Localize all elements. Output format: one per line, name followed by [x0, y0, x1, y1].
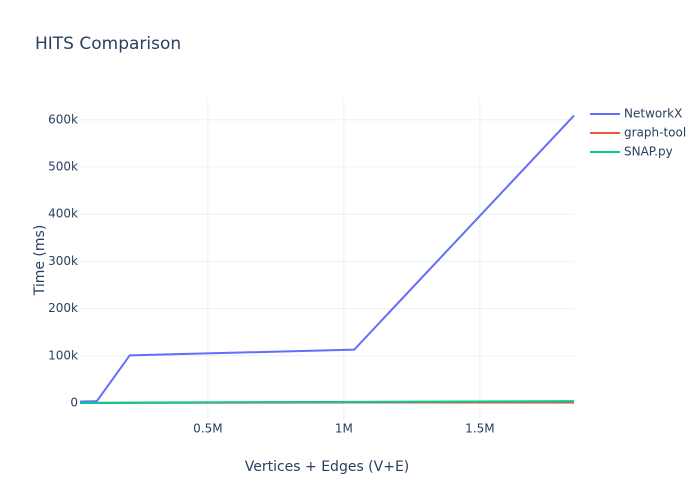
- line: [79, 400, 575, 404]
- x-tick-label: 1M: [335, 422, 353, 436]
- legend-label: graph-tool: [624, 126, 686, 140]
- x-axis-label: Vertices + Edges (V+E): [245, 459, 410, 475]
- legend-label: SNAP.py: [624, 145, 673, 159]
- y-tick-label: 500k: [48, 160, 78, 174]
- y-tick-label: 0: [70, 396, 78, 410]
- x-tick-label: 0.5M: [193, 422, 222, 436]
- y-tick-label: 400k: [48, 207, 78, 221]
- y-axis-label: Time (ms): [32, 225, 48, 297]
- y-tick-label: 600k: [48, 112, 78, 126]
- y-tick-label: 200k: [48, 301, 78, 315]
- legend-label: NetworkX: [624, 107, 682, 121]
- y-tick-label: 100k: [48, 348, 78, 362]
- line: [79, 114, 575, 403]
- y-tick-label: 300k: [48, 254, 78, 268]
- chart-title: HITS Comparison: [35, 34, 181, 54]
- x-tick-label: 1.5M: [465, 422, 494, 436]
